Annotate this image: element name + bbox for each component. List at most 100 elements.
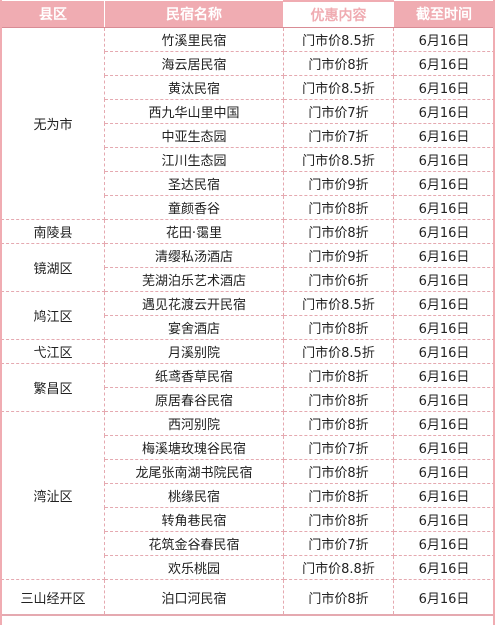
homestay-name-cell: 清缨私汤酒店 (104, 243, 284, 268)
county-cell: 镜湖区 (1, 243, 105, 292)
deadline-cell: 6月16日 (393, 99, 495, 124)
county-cell: 鸠江区 (1, 291, 105, 340)
homestay-name-cell: 江川生态园 (104, 147, 284, 172)
deadline-cell: 6月16日 (393, 411, 495, 436)
table-row: 花筑金谷春民宿 门市价7折 6月16日 (2, 531, 495, 556)
table-row: 童颜香谷 门市价8折 6月16日 (2, 195, 495, 220)
discount-cell: 门市价9折 (283, 243, 394, 268)
homestay-name-cell: 圣达民宿 (104, 171, 284, 196)
deadline-cell: 6月16日 (393, 171, 495, 196)
discount-cell: 门市价9折 (283, 171, 394, 196)
homestay-name-cell: 黄汰民宿 (104, 75, 284, 100)
deadline-cell: 6月16日 (393, 123, 495, 148)
deadline-cell: 6月16日 (393, 435, 495, 460)
discount-cell: 门市价8折 (283, 51, 394, 76)
discount-cell: 门市价7折 (283, 531, 394, 556)
deadline-cell: 6月16日 (393, 579, 495, 616)
table-row: 江川生态园 门市价8.5折 6月16日 (2, 147, 495, 172)
table-row: 镜湖区 清缨私汤酒店 门市价9折 6月16日 (1, 243, 495, 292)
homestay-name-cell: 西河别院 (104, 411, 284, 436)
county-cell: 弋江区 (1, 339, 105, 364)
homestay-name-cell: 宴舍酒店 (104, 315, 284, 340)
discount-cell: 门市价8.8折 (283, 555, 394, 580)
header-homestay-name: 民宿名称 (104, 1, 284, 28)
homestay-name-cell: 海云居民宿 (104, 51, 284, 76)
discount-cell: 门市价8折 (283, 195, 394, 220)
table-row: 弋江区 月溪别院 门市价8.5折 6月16日 (1, 339, 495, 364)
discount-cell: 门市价8折 (283, 483, 394, 508)
discount-cell: 门市价8折 (283, 459, 394, 484)
header-county: 县区 (1, 1, 105, 28)
discount-cell: 门市价8.5折 (283, 339, 394, 364)
discount-cell: 门市价8折 (283, 315, 394, 340)
table-row: 黄汰民宿 门市价8.5折 6月16日 (2, 75, 495, 100)
discount-cell: 门市价7折 (283, 123, 394, 148)
deadline-cell: 6月16日 (393, 291, 495, 316)
county-cell: 繁昌区 (1, 363, 105, 412)
deadline-cell: 6月16日 (393, 147, 495, 172)
county-cell: 无为市 (1, 27, 105, 220)
deadline-cell: 6月16日 (393, 339, 495, 364)
table-body: 无为市 竹溪里民宿 门市价8.5折 6月16日 海云居民宿 门市价8折 6月16日 黄汰民宿门… (1, 27, 495, 616)
homestay-name-cell: 遇见花渡云开民宿 (104, 291, 284, 316)
discount-cell: 门市价8折 (283, 411, 394, 436)
discount-cell: 门市价7折 (283, 435, 394, 460)
discount-cell: 门市价8折 (283, 387, 394, 412)
deadline-cell: 6月16日 (393, 315, 495, 340)
discount-cell: 门市价7折 (283, 99, 394, 124)
discount-cell: 门市价8.5折 (283, 27, 394, 52)
homestay-name-cell: 月溪别院 (104, 339, 284, 364)
county-cell: 湾沚区 (1, 411, 105, 580)
homestay-name-cell: 童颜香谷 (104, 195, 284, 220)
homestay-name-cell: 芜湖泊乐艺术酒店 (104, 267, 284, 292)
table-row: 繁昌区 纸鸢香草民宿 门市价8折 6月16日 (1, 363, 495, 412)
homestay-name-cell: 龙尾张南湖书院民宿 (104, 459, 284, 484)
homestay-name-cell: 竹溪里民宿 (104, 27, 284, 52)
discount-cell: 门市价8折 (283, 507, 394, 532)
homestay-name-cell: 桃缘民宿 (104, 483, 284, 508)
header-row: 县区 民宿名称 优惠内容 截至时间 (1, 0, 495, 28)
header-discount: 优惠内容 (283, 0, 394, 28)
discount-cell: 门市价6折 (283, 267, 394, 292)
discount-cell: 门市价8折 (283, 363, 394, 388)
homestay-name-cell: 转角巷民宿 (104, 507, 284, 532)
discount-cell: 门市价8折 (283, 219, 394, 244)
deadline-cell: 6月16日 (393, 51, 495, 76)
table-row: 湾沚区 西河别院 门市价8折 6月16日 (1, 411, 495, 580)
deadline-cell: 6月16日 (393, 555, 495, 580)
deadline-cell: 6月16日 (393, 75, 495, 100)
homestay-name-cell: 西九华山里中国 (104, 99, 284, 124)
table-row: 梅溪塘玫瑰谷民宿 门市价7折 6月16日 (2, 435, 495, 460)
deadline-cell: 6月16日 (393, 507, 495, 532)
table-row: 中亚生态园 门市价7折 6月16日 (2, 123, 495, 148)
homestay-name-cell: 纸鸢香草民宿 (104, 363, 284, 388)
table-row: 宴舍酒店 门市价8折 6月16日 (2, 315, 495, 340)
discount-cell: 门市价8.5折 (283, 75, 394, 100)
table-row: 南陵县 花田·霭里 门市价8折 6月16日 (1, 219, 495, 244)
discount-cell: 门市价8.5折 (283, 147, 394, 172)
table-header: 县区 民宿名称 优惠内容 截至时间 (1, 0, 495, 28)
table-row: 芜湖泊乐艺术酒店 门市价6折 6月16日 (2, 267, 495, 292)
table-row: 西九华山里中国 门市价7折 6月16日 (2, 99, 495, 124)
homestay-name-cell: 中亚生态园 (104, 123, 284, 148)
table-row: 无为市 竹溪里民宿 门市价8.5折 6月16日 (1, 27, 495, 220)
deadline-cell: 6月16日 (393, 387, 495, 412)
discount-cell: 门市价8.5折 (283, 291, 394, 316)
table-row: 原居春谷民宿 门市价8折 6月16日 (2, 387, 495, 412)
deadline-cell: 6月16日 (393, 531, 495, 556)
deadline-cell: 6月16日 (393, 219, 495, 244)
table-row: 鸠江区 遇见花渡云开民宿 门市价8.5折 6月16日 (1, 291, 495, 340)
deadline-cell: 6月16日 (393, 267, 495, 292)
header-deadline: 截至时间 (393, 1, 495, 28)
discount-cell: 门市价8折 (283, 579, 394, 616)
table-row: 三山经开区 泊口河民宿 门市价8折 6月16日 (1, 579, 495, 616)
deadline-cell: 6月16日 (393, 483, 495, 508)
table-row: 欢乐桃园 门市价8.8折 6月16日 (2, 555, 495, 580)
deadline-cell: 6月16日 (393, 363, 495, 388)
deadline-cell: 6月16日 (393, 243, 495, 268)
homestay-name-cell: 欢乐桃园 (104, 555, 284, 580)
county-cell: 三山经开区 (1, 579, 105, 616)
deadline-cell: 6月16日 (393, 195, 495, 220)
